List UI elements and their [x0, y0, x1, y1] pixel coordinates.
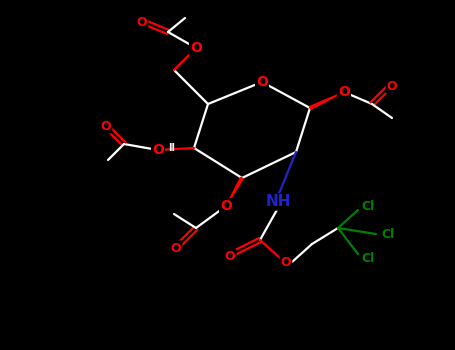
Polygon shape [309, 92, 344, 109]
Text: II: II [168, 143, 175, 153]
Text: NH: NH [265, 195, 291, 210]
Text: Cl: Cl [361, 199, 374, 212]
Text: O: O [220, 199, 232, 213]
Text: O: O [190, 41, 202, 55]
Text: O: O [171, 241, 181, 254]
Text: Cl: Cl [361, 252, 374, 266]
Text: O: O [387, 79, 397, 92]
Text: O: O [256, 75, 268, 89]
Text: O: O [281, 256, 291, 268]
Text: Cl: Cl [381, 228, 394, 240]
Text: O: O [136, 15, 147, 28]
Text: O: O [225, 250, 235, 262]
Text: O: O [338, 85, 350, 99]
Polygon shape [226, 177, 243, 206]
Text: O: O [101, 119, 111, 133]
Text: O: O [152, 143, 164, 157]
